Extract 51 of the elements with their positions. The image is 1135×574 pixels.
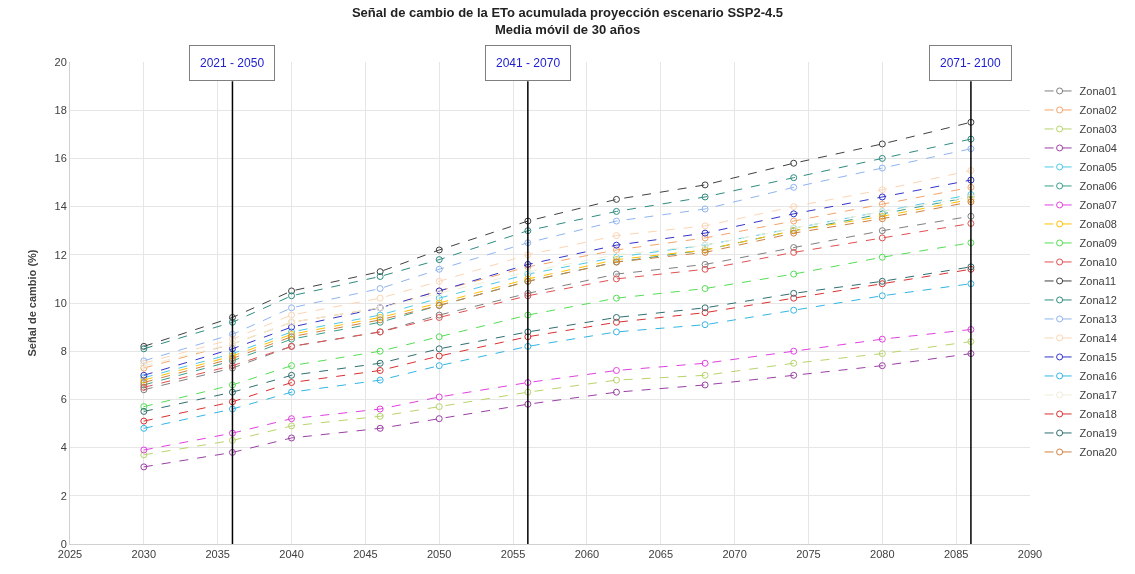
x-tick-label: 2030 <box>131 548 157 561</box>
y-tick-label: 20 <box>54 55 67 68</box>
y-tick-label: 6 <box>60 393 67 406</box>
annotation: 2021 - 2050 <box>200 56 265 70</box>
legend-label: Zona12 <box>1079 294 1117 307</box>
legend-label: Zona17 <box>1079 389 1117 402</box>
legend-label: Zona01 <box>1079 85 1117 98</box>
x-tick-label: 2060 <box>574 548 600 561</box>
legend-label: Zona08 <box>1079 218 1117 231</box>
legend-label: Zona13 <box>1079 313 1117 326</box>
y-axis-title: Señal de cambio (%) <box>26 249 39 357</box>
legend-label: Zona18 <box>1079 408 1117 421</box>
x-tick-label: 2065 <box>648 548 674 561</box>
legend-label: Zona10 <box>1079 256 1117 269</box>
y-tick-label: 4 <box>60 441 67 454</box>
x-tick-label: 2085 <box>943 548 969 561</box>
y-tick-label: 0 <box>60 537 67 550</box>
legend-label: Zona14 <box>1079 332 1117 345</box>
legend-label: Zona05 <box>1079 161 1117 174</box>
legend-label: Zona11 <box>1079 275 1117 288</box>
annotation: 2071- 2100 <box>940 56 1002 70</box>
legend-label: Zona19 <box>1079 427 1117 440</box>
legend-label: Zona06 <box>1079 180 1117 193</box>
legend-label: Zona02 <box>1079 104 1117 117</box>
y-tick-label: 12 <box>54 248 67 261</box>
x-tick-label: 2090 <box>1017 548 1043 561</box>
y-tick-label: 18 <box>54 104 67 117</box>
legend-label: Zona20 <box>1079 446 1117 459</box>
legend-label: Zona15 <box>1079 351 1117 364</box>
legend-label: Zona04 <box>1079 142 1117 155</box>
x-tick-label: 2035 <box>205 548 230 561</box>
x-tick-label: 2050 <box>426 548 452 561</box>
legend-label: Zona07 <box>1079 199 1117 212</box>
x-tick-label: 2045 <box>353 548 378 561</box>
x-tick-label: 2075 <box>796 548 821 561</box>
x-tick-label: 2025 <box>57 548 83 561</box>
chart-title: Señal de cambio de la ETo acumulada proyección escenario SSP2-4.5 <box>351 5 784 21</box>
y-tick-label: 2 <box>60 489 67 502</box>
legend-label: Zona09 <box>1079 237 1117 250</box>
x-tick-label: 2040 <box>279 548 304 561</box>
y-tick-label: 8 <box>60 345 67 358</box>
y-tick-label: 14 <box>54 200 67 213</box>
y-tick-label: 16 <box>54 152 67 165</box>
x-tick-label: 2070 <box>722 548 747 561</box>
legend-label: Zona03 <box>1079 123 1117 136</box>
legend-label: Zona16 <box>1079 370 1117 383</box>
x-tick-label: 2055 <box>500 548 526 561</box>
x-tick-label: 2080 <box>870 548 895 561</box>
annotation: 2041 - 2070 <box>496 56 561 70</box>
y-tick-label: 10 <box>54 296 67 309</box>
chart-subtitle: Media móvil de 30 años <box>494 22 641 38</box>
